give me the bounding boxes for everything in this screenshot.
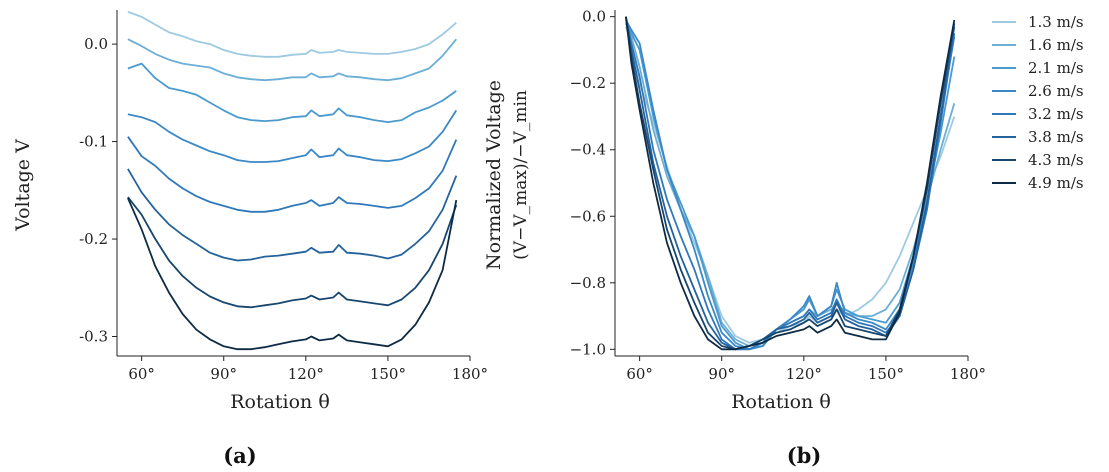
legend-label-0: 1.3 m/s	[1028, 13, 1084, 31]
panel-b-series-line-2	[625, 22, 956, 351]
panel-b-x-tick-label: 180°	[950, 365, 986, 383]
panel-b-series-group	[625, 16, 956, 351]
panel-a-y-axis-label: Voltage V	[12, 139, 34, 232]
panel-b-series-line-6	[625, 16, 956, 351]
panel-a-x-tick-label: 150°	[370, 365, 406, 383]
panel-a-x-tick-label: 60°	[128, 365, 155, 383]
panel-b-x-axis-label: Rotation θ	[731, 391, 831, 413]
panel-a-x-axis-label: Rotation θ	[230, 391, 330, 413]
panel-a-series-line-7	[127, 197, 458, 351]
panel-b-y-tick-label: −0.8	[570, 274, 606, 292]
legend-label-3: 2.6 m/s	[1028, 82, 1084, 100]
panel-a-x-tick-label: 120°	[288, 365, 324, 383]
panel-b-y-tick-label: 0.0	[582, 8, 606, 26]
panel-b-x-ticks: 60° 90° 120° 150° 180°	[626, 356, 986, 383]
panel-a-x-tick-label: 90°	[210, 365, 237, 383]
legend-label-2: 2.1 m/s	[1028, 59, 1084, 77]
legend-label-4: 3.2 m/s	[1028, 105, 1084, 123]
panel-a-series-line-4	[127, 136, 458, 213]
panel-b-series-line-7	[625, 16, 956, 351]
panel-b-y-ticks: 0.0 −0.2 −0.4 −0.6 −0.8 −1.0	[570, 8, 615, 358]
panel-b-x-tick-label: 120°	[786, 365, 822, 383]
panel-a-y-tick-label: 0.0	[84, 35, 108, 53]
panel-a-y-tick-label: -0.1	[79, 133, 108, 151]
panel-a-caption: (a)	[223, 443, 256, 468]
panel-a-y-tick-label: -0.2	[79, 230, 108, 248]
panel-a-series-line-0	[127, 11, 457, 58]
panel-b-y-axis-formula: (V−V_max)/−V_min	[511, 90, 531, 260]
panel-b-chart: 60° 90° 120° 150° 180° 0.0 −0.2 −0.4 −0.6 −0.8 −1…	[483, 8, 1084, 468]
panel-a-series-line-3	[127, 109, 458, 163]
panel-b-y-tick-label: −1.0	[570, 340, 606, 358]
panel-a-series-line-5	[127, 168, 458, 262]
panel-b-caption: (b)	[787, 443, 822, 468]
panel-a-x-ticks: 60° 90° 120° 150° 180°	[128, 356, 488, 383]
panel-b-y-tick-label: −0.2	[570, 74, 606, 92]
panel-b-series-line-3	[625, 19, 956, 351]
legend-label-5: 3.8 m/s	[1028, 128, 1084, 146]
panel-a-chart: 60° 90° 120° 150° 180° 0.0 -0.1 -0.2 -0.3 Rotat…	[12, 10, 488, 468]
panel-b-x-tick-label: 90°	[708, 365, 735, 383]
panel-a-x-tick-label: 180°	[452, 365, 488, 383]
panel-b-series-line-5	[625, 16, 956, 351]
panel-b-legend: 1.3 m/s 1.6 m/s 2.1 m/s 2.6 m/s 3.2 m/s 3.8 m…	[992, 13, 1084, 192]
panel-b-y-tick-label: −0.6	[570, 207, 606, 225]
panel-b-y-tick-label: −0.4	[570, 141, 606, 159]
panel-b-y-axis-label: Normalized Voltage	[483, 80, 505, 270]
panel-a-series-group	[127, 11, 458, 351]
panel-a-y-tick-label: -0.3	[79, 328, 108, 346]
legend-label-6: 4.3 m/s	[1028, 151, 1084, 169]
legend-label-1: 1.6 m/s	[1028, 36, 1084, 54]
panel-b-x-tick-label: 60°	[626, 365, 653, 383]
panel-a-series-line-1	[127, 38, 457, 82]
panel-a-series-line-2	[127, 62, 457, 123]
panel-a-y-ticks: 0.0 -0.1 -0.2 -0.3	[79, 35, 117, 346]
panel-a-series-line-6	[127, 196, 458, 309]
panel-b-x-tick-label: 150°	[868, 365, 904, 383]
legend-label-7: 4.9 m/s	[1028, 174, 1084, 192]
